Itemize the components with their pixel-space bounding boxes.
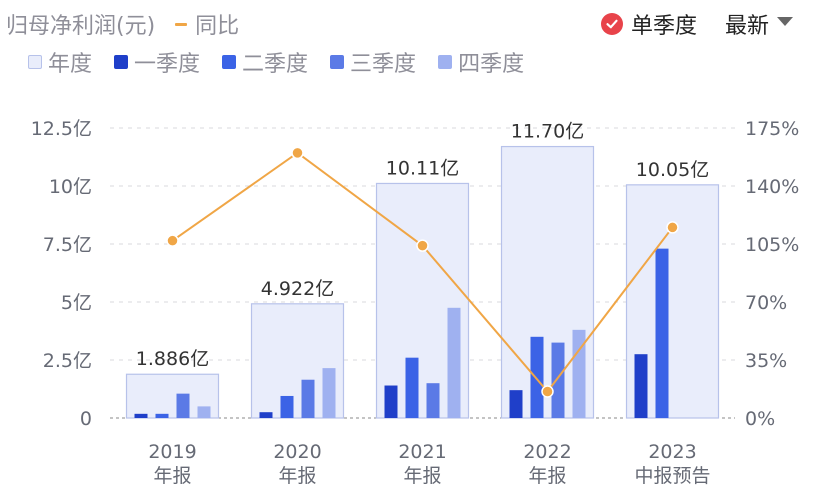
y-right-tick-label: 105% — [745, 234, 799, 256]
legend-swatch-q2 — [222, 55, 237, 69]
title-row: 归母净利润(元) 同比 — [6, 8, 239, 40]
annual-value-label: 11.70亿 — [511, 121, 584, 143]
quarter-bar-q4 — [447, 307, 461, 418]
legend-label-annual: 年度 — [48, 52, 93, 77]
quarter-bar-q3 — [301, 379, 315, 418]
annual-value-label: 1.886亿 — [136, 348, 209, 370]
checkmark-icon[interactable] — [600, 13, 623, 35]
quarter-bar-q1 — [634, 354, 648, 418]
annual-value-label: 10.11亿 — [386, 157, 459, 179]
legend-label-q1: 一季度 — [134, 52, 201, 77]
metric-title: 归母净利润(元) — [6, 14, 156, 39]
single-quarter-toggle[interactable]: 单季度 — [630, 14, 697, 39]
y-right-tick-label: 175% — [745, 118, 799, 140]
quarter-bar-q2 — [155, 413, 169, 418]
legend-item-annual[interactable]: 年度 — [28, 46, 92, 78]
quarter-bar-q3 — [426, 383, 440, 418]
quarter-bar-q1 — [134, 413, 148, 418]
quarter-bar-q2 — [530, 336, 544, 418]
y-left-tick-label: 0 — [80, 408, 92, 430]
chart-header: 归母净利润(元) 同比 单季度 最新 年度 一季度 二季度 三季度 — [0, 0, 827, 90]
legend-label-q4: 四季度 — [458, 52, 525, 77]
x-tick-year: 2021 — [398, 441, 446, 463]
y-left-tick-label: 12.5亿 — [31, 118, 92, 140]
quarter-bar-q4 — [322, 368, 336, 418]
line-legend-icon — [175, 22, 188, 26]
y-right-tick-label: 0% — [745, 408, 775, 430]
quarter-bar-q2 — [280, 395, 294, 418]
annual-value-label: 4.922亿 — [261, 278, 334, 300]
yoy-point — [291, 146, 304, 160]
yoy-point — [541, 385, 554, 398]
y-right-tick-label: 140% — [745, 176, 799, 198]
x-tick-period: 年报 — [403, 465, 441, 487]
x-tick-year: 2023 — [648, 441, 696, 463]
quarter-bar-q1 — [509, 390, 523, 418]
y-right-tick-label: 35% — [745, 350, 787, 372]
quarter-bar-q1 — [259, 412, 273, 418]
sort-label: 最新 — [724, 14, 769, 39]
header-controls: 单季度 最新 — [600, 8, 793, 40]
legend-swatch-q1 — [114, 55, 129, 69]
legend-label-q3: 三季度 — [350, 52, 417, 77]
x-tick-period: 中报预告 — [634, 465, 710, 487]
yoy-legend-label: 同比 — [195, 14, 240, 39]
y-left-tick-label: 2.5亿 — [43, 350, 92, 372]
legend-swatch-annual — [28, 55, 42, 69]
quarter-bar-q3 — [551, 342, 565, 418]
x-tick-period: 年报 — [153, 465, 191, 487]
legend-item-q4[interactable]: 四季度 — [438, 46, 524, 78]
legend-swatch-q3 — [330, 55, 345, 69]
legend-item-q3[interactable]: 三季度 — [330, 46, 416, 78]
quarter-bar-q1 — [384, 385, 398, 418]
legend-item-q2[interactable]: 二季度 — [222, 46, 308, 78]
quarter-bar-q3 — [176, 393, 190, 418]
x-tick-year: 2020 — [273, 441, 321, 463]
legend-swatch-q4 — [438, 55, 453, 69]
quarter-bar-q2 — [405, 357, 419, 418]
yoy-point — [666, 221, 679, 234]
yoy-point — [416, 239, 429, 252]
legend-item-q1[interactable]: 一季度 — [114, 46, 200, 78]
x-tick-year: 2022 — [523, 441, 571, 463]
sort-dropdown[interactable]: 最新 — [725, 8, 793, 40]
y-left-tick-label: 5亿 — [61, 292, 92, 314]
quarter-bar-q4 — [197, 406, 211, 418]
y-right-tick-label: 70% — [745, 292, 787, 314]
annual-value-label: 10.05亿 — [636, 159, 709, 181]
quarter-bar-q2 — [655, 248, 669, 418]
legend-label-q2: 二季度 — [242, 52, 309, 77]
x-tick-year: 2019 — [148, 441, 196, 463]
quarter-bar-q4 — [572, 329, 586, 418]
x-tick-period: 年报 — [278, 465, 316, 487]
caret-down-icon — [777, 16, 793, 26]
y-left-tick-label: 7.5亿 — [43, 234, 92, 256]
y-left-tick-label: 10亿 — [49, 176, 92, 198]
x-tick-period: 年报 — [528, 465, 566, 487]
yoy-point — [166, 234, 179, 247]
yoy-legend-item[interactable]: 同比 — [175, 8, 239, 40]
series-legend: 年度 一季度 二季度 三季度 四季度 — [28, 46, 546, 78]
